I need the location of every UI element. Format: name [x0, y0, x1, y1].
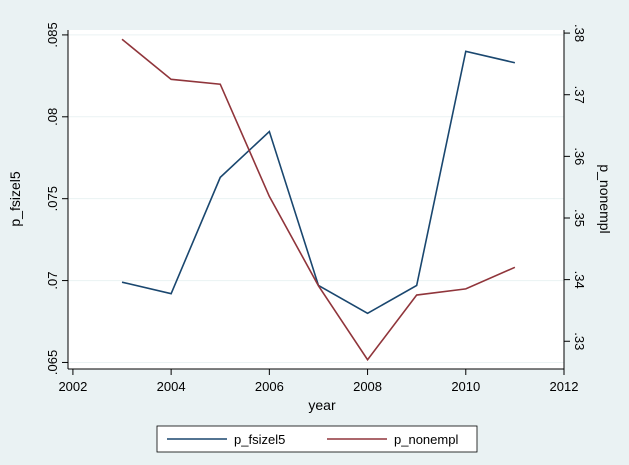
x-tick-label-0: 2002 [58, 379, 87, 394]
y-right-tick-label-5: .38 [572, 24, 587, 42]
x-tick-label-3: 2008 [353, 379, 382, 394]
y-right-tick-label-2: .35 [572, 209, 587, 227]
y-right-tick-label-1: .34 [572, 271, 587, 289]
y-left-tick-label-3: .08 [45, 108, 60, 126]
series-line-p_nonempl [121, 38, 516, 362]
y-axis-right-title: p_nonempl [597, 164, 613, 233]
y-left-tick-label-1: .07 [45, 272, 60, 290]
plot-area [68, 30, 564, 369]
axis-layer [67, 30, 565, 370]
x-tick-label-4: 2010 [451, 379, 480, 394]
legend: p_fsizel5 p_nonempl [156, 425, 478, 453]
series-layer [121, 38, 516, 362]
legend-label-p_fsizel5: p_fsizel5 [234, 432, 285, 447]
x-tick-label-2: 2006 [255, 379, 284, 394]
grid-layer [68, 34, 564, 363]
y-right-tick-label-0: .33 [572, 332, 587, 350]
y-right-tick-label-4: .37 [572, 86, 587, 104]
x-tick-label-5: 2012 [550, 379, 579, 394]
y-left-tick-label-4: .085 [45, 22, 60, 47]
x-axis-title: year [308, 397, 336, 413]
y-axis-left-title: p_fsizel5 [7, 171, 23, 226]
y-left-tick-label-0: .065 [45, 350, 60, 375]
legend-label-p_nonempl: p_nonempl [394, 432, 458, 447]
tick-layer: 2002 2004 2006 2008 2010 2012 .065 .07 .075 .08 .0… [45, 22, 587, 394]
y-right-tick-label-3: .36 [572, 147, 587, 165]
x-tick-label-1: 2004 [157, 379, 186, 394]
y-left-tick-label-2: .075 [45, 186, 60, 211]
